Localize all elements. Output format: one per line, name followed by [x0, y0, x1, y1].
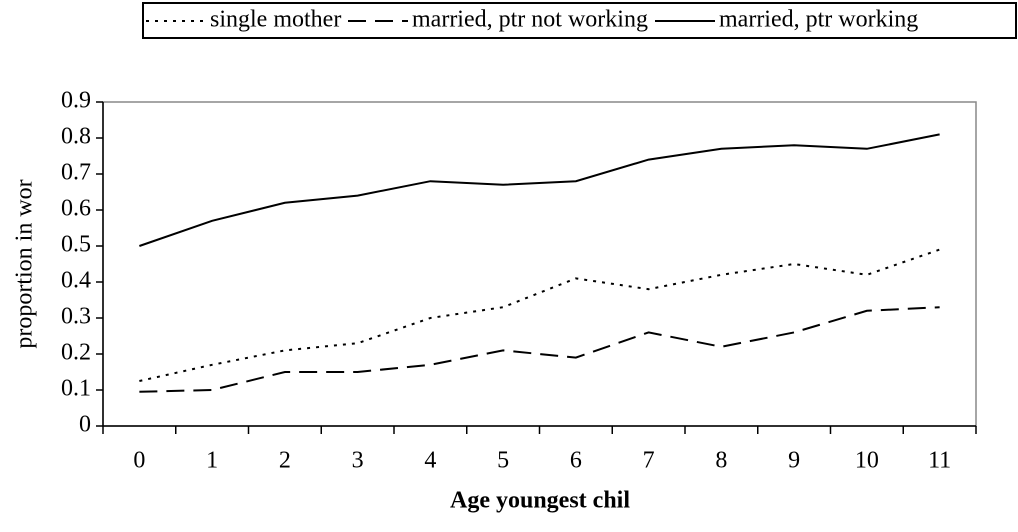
legend-label: married, ptr not working — [412, 7, 648, 33]
line — [139, 306, 940, 393]
x-tick-label: 11 — [928, 448, 951, 474]
y-tick-label: 0.3 — [61, 304, 91, 330]
x-tick-label: 0 — [133, 448, 145, 474]
y-tick-label: 0 — [79, 412, 91, 438]
line — [139, 133, 940, 247]
legend-label: married, ptr working — [719, 7, 918, 33]
x-axis-title: Age youngest chil — [450, 488, 630, 514]
line — [139, 248, 940, 382]
x-tick-label: 8 — [715, 448, 727, 474]
legend-label: single mother — [210, 7, 341, 33]
y-tick-label: 0.9 — [61, 88, 91, 114]
x-tick-label: 7 — [643, 448, 655, 474]
x-tick-label: 4 — [424, 448, 436, 474]
legend-box — [142, 2, 1017, 39]
y-tick-label: 0.5 — [61, 232, 91, 258]
y-tick-label: 0.6 — [61, 196, 91, 222]
y-tick-label: 0.1 — [61, 376, 91, 402]
y-tick-label: 0.2 — [61, 340, 91, 366]
x-tick-label: 1 — [206, 448, 218, 474]
y-tick-label: 0.4 — [61, 268, 91, 294]
plot-area — [102, 101, 977, 427]
y-axis-title: proportion in wor — [12, 179, 38, 348]
x-tick-label: 6 — [570, 448, 582, 474]
y-tick-label: 0.7 — [61, 160, 91, 186]
x-tick-label: 10 — [855, 448, 879, 474]
x-tick-label: 9 — [788, 448, 800, 474]
y-tick-label: 0.8 — [61, 124, 91, 150]
x-tick-label: 2 — [279, 448, 291, 474]
x-tick-label: 5 — [497, 448, 509, 474]
x-tick-label: 3 — [352, 448, 364, 474]
